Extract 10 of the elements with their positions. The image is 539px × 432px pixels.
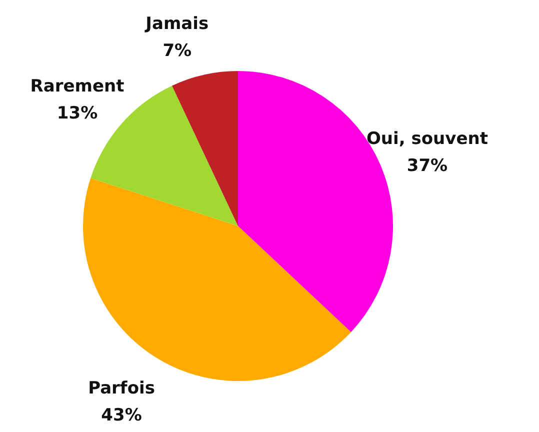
pie-slice — [172, 71, 238, 226]
data-label: 13% — [56, 104, 98, 124]
pie-slice — [83, 178, 351, 381]
slice-label: Oui, souvent — [366, 128, 488, 149]
data-label: 37% — [406, 156, 448, 176]
slice-label: Jamais — [144, 14, 209, 34]
data-label: 43% — [101, 406, 142, 426]
data-label: 7% — [162, 41, 192, 62]
slice-label: Parfois — [88, 378, 155, 398]
slice-label: Rarement — [30, 76, 124, 96]
